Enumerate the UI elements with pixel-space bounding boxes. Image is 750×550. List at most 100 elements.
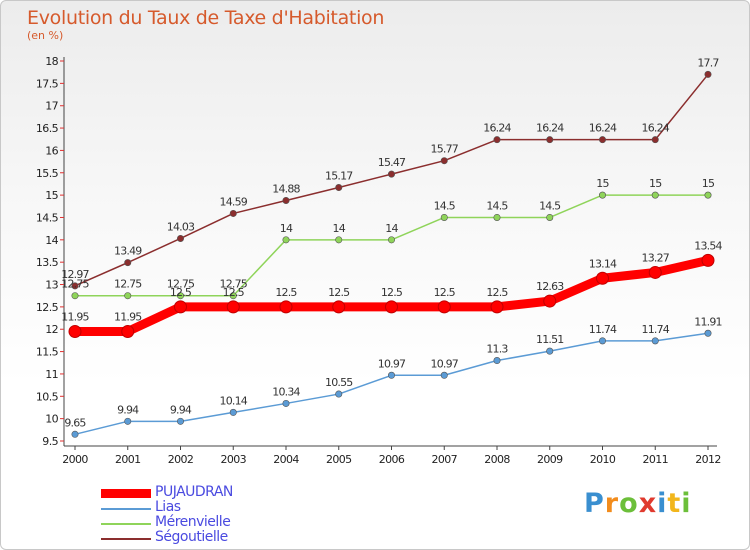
- data-label: 11.74: [589, 323, 617, 336]
- data-label: 14: [333, 222, 346, 235]
- data-point: [177, 292, 185, 300]
- data-label: 12.5: [223, 286, 245, 299]
- y-tick-label: 15: [45, 189, 58, 202]
- data-point: [282, 399, 290, 407]
- logo-letter: i: [657, 488, 668, 519]
- data-point: [332, 300, 346, 314]
- data-label: 15: [596, 177, 609, 190]
- data-label: 12.5: [328, 286, 350, 299]
- data-point: [493, 136, 501, 144]
- data-label: 14.5: [486, 199, 508, 212]
- data-label: 12.5: [434, 286, 456, 299]
- data-point: [546, 136, 554, 144]
- data-label: 11.3: [486, 343, 508, 356]
- y-tick-label: 13: [45, 279, 58, 292]
- data-label: 16.24: [536, 122, 564, 135]
- data-label: 10.34: [272, 385, 300, 398]
- data-label: 14.59: [220, 195, 248, 208]
- data-point: [493, 357, 501, 365]
- data-point: [437, 300, 451, 314]
- data-point: [71, 430, 79, 438]
- x-tick-label: 2003: [220, 453, 246, 466]
- data-label: 13.27: [642, 251, 670, 264]
- data-point: [704, 191, 712, 199]
- legend-swatch: [101, 508, 151, 510]
- series-line: [74, 332, 709, 436]
- data-point: [651, 136, 659, 144]
- data-point: [598, 136, 606, 144]
- data-point: [68, 324, 82, 338]
- data-label: 15.77: [431, 143, 459, 156]
- data-point: [121, 324, 135, 338]
- data-label: 15: [649, 177, 662, 190]
- data-point: [704, 70, 712, 78]
- data-label: 14: [280, 222, 293, 235]
- data-point: [490, 300, 504, 314]
- data-label: 12.75: [220, 278, 248, 291]
- data-label: 13.14: [589, 257, 617, 270]
- data-label: 11.95: [114, 310, 142, 323]
- data-label: 12.63: [536, 280, 564, 293]
- data-point: [124, 259, 132, 267]
- legend-swatch: [101, 538, 151, 540]
- data-point: [282, 236, 290, 244]
- data-point: [701, 253, 715, 267]
- data-point: [229, 292, 237, 300]
- data-point: [226, 300, 240, 314]
- data-point: [543, 294, 557, 308]
- data-point: [279, 300, 293, 314]
- data-point: [651, 337, 659, 345]
- legend-label: PUJAUDRAN: [155, 484, 233, 500]
- data-point: [385, 300, 398, 314]
- legend-label: Ségoutielle: [155, 529, 228, 545]
- data-label: 11.51: [536, 333, 564, 346]
- data-label: 12.97: [61, 268, 89, 281]
- data-label: 13.49: [114, 245, 142, 258]
- data-label: 15: [702, 177, 715, 190]
- proxiti-logo: Proxiti: [584, 488, 692, 519]
- legend-label: Mérenvielle: [155, 514, 231, 530]
- data-label: 14.88: [272, 182, 300, 195]
- data-label: 14.5: [539, 199, 561, 212]
- x-tick-label: 2004: [273, 453, 299, 466]
- logo-letter: t: [667, 488, 682, 519]
- data-point: [335, 390, 343, 398]
- data-point: [387, 371, 395, 379]
- y-tick-label: 11: [45, 368, 58, 381]
- data-point: [387, 170, 395, 178]
- legend-label: Lias: [155, 499, 181, 515]
- x-tick-label: 2001: [115, 453, 141, 466]
- data-label: 9.94: [170, 403, 192, 416]
- logo-letter: x: [638, 488, 658, 519]
- data-point: [282, 196, 290, 204]
- data-point: [704, 329, 712, 337]
- data-label: 12.5: [170, 286, 192, 299]
- data-label: 12.5: [275, 286, 297, 299]
- data-point: [335, 184, 343, 192]
- data-label: 16.24: [589, 122, 617, 135]
- data-point: [440, 213, 448, 221]
- data-label: 9.65: [64, 416, 86, 429]
- x-tick-label: 2010: [590, 453, 616, 466]
- logo-letter: o: [619, 488, 639, 519]
- y-tick-label: 10.5: [36, 390, 59, 403]
- data-label: 11.74: [642, 323, 670, 336]
- data-label: 14: [385, 222, 398, 235]
- legend-swatch: [101, 489, 151, 498]
- data-point: [71, 292, 79, 300]
- data-label: 17.7: [697, 56, 719, 69]
- data-label: 10.97: [431, 357, 459, 370]
- data-label: 15.47: [378, 156, 406, 169]
- logo-letter: P: [584, 488, 605, 519]
- data-label: 12.75: [167, 278, 195, 291]
- x-tick-label: 2002: [168, 453, 194, 466]
- x-tick-label: 2000: [62, 453, 88, 466]
- data-label: 11.91: [694, 315, 722, 328]
- data-point: [177, 234, 185, 242]
- y-tick-label: 15.5: [36, 167, 59, 180]
- data-point: [651, 191, 659, 199]
- y-tick-label: 14.5: [36, 211, 59, 224]
- data-label: 12.75: [114, 278, 142, 291]
